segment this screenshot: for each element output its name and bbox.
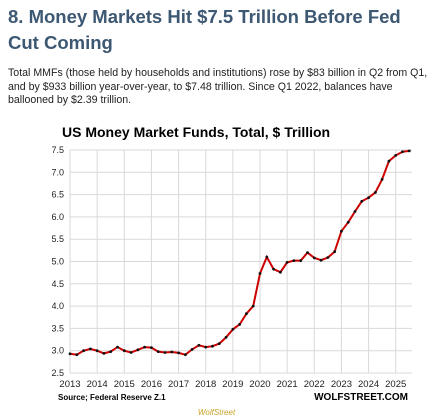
x-tick-label: 2016 [141, 379, 162, 390]
data-point [279, 270, 282, 274]
data-point [75, 353, 79, 357]
data-point [258, 272, 262, 275]
data-point [251, 304, 255, 308]
data-point [272, 267, 275, 271]
chart-area: US Money Market Funds, Total, $ Trillion… [52, 117, 424, 407]
x-tick-labels: 2013 2014 2015 2016 2017 2018 2019 2020 2021 2022… [59, 379, 406, 390]
y-tick-label: 7.0 [52, 167, 64, 177]
y-tick-label: 5.0 [52, 257, 64, 267]
y-tick-label: 3.0 [52, 346, 64, 356]
y-tick-label: 7.5 [52, 145, 64, 155]
data-point [150, 346, 153, 349]
data-point [136, 348, 140, 352]
data-point [346, 220, 350, 224]
data-point [353, 210, 357, 213]
data-point [231, 327, 235, 331]
watermark-text: WolfStreet [197, 408, 236, 417]
data-point [122, 349, 126, 353]
x-tick-label: 2019 [222, 379, 243, 390]
article-headline: 8. Money Markets Hit $7.5 Trillion Befor… [8, 6, 401, 53]
data-point [265, 255, 269, 259]
grid-lines [69, 149, 412, 374]
data-point [312, 256, 316, 260]
data-point [333, 250, 336, 254]
data-point [319, 258, 323, 262]
data-point [197, 343, 201, 347]
data-point [374, 191, 377, 194]
y-tick-label: 4.5 [52, 279, 64, 289]
chart-title: US Money Market Funds, Total, $ Trillion [62, 124, 330, 140]
x-tick-label: 2014 [87, 379, 108, 390]
x-tick-label: 2021 [277, 379, 298, 390]
data-point [292, 259, 296, 262]
data-point [102, 352, 106, 355]
data-point [285, 261, 289, 264]
data-point [224, 335, 228, 339]
data-point [184, 353, 187, 357]
x-tick-label: 2017 [168, 379, 189, 390]
y-tick-label: 3.5 [52, 323, 64, 333]
data-point [143, 345, 146, 349]
data-point [109, 350, 113, 353]
x-tick-label: 2025 [385, 379, 406, 390]
data-point [340, 229, 343, 233]
data-point [190, 348, 194, 351]
y-tick-label: 4.0 [52, 301, 64, 311]
data-point [380, 178, 384, 181]
data-point [306, 251, 309, 255]
data-point [204, 345, 208, 349]
x-tick-label: 2024 [358, 379, 379, 390]
x-tick-label: 2023 [331, 379, 352, 390]
data-point [407, 149, 411, 153]
data-point [82, 349, 85, 353]
y-tick-label: 6.0 [52, 212, 64, 222]
data-point [116, 345, 119, 349]
data-point [129, 351, 133, 354]
source-note: Source; Federal Reserve Z.1 [58, 393, 166, 402]
data-point [211, 344, 214, 348]
line-chart: US Money Market Funds, Total, $ Trillion… [52, 124, 412, 403]
data-point [217, 342, 221, 345]
data-point [177, 351, 180, 355]
x-tick-label: 2020 [249, 379, 270, 390]
brand-label: WOLFSTREET.COM [314, 392, 408, 403]
data-point [367, 196, 370, 200]
x-tick-label: 2015 [114, 379, 135, 390]
y-tick-label: 6.5 [52, 190, 64, 200]
y-tick-labels: 2.5 3.0 3.5 4.0 4.5 5.0 5.5 6.0 6.5 7.0 7.5 [52, 145, 64, 378]
data-point [89, 347, 92, 351]
data-point [245, 312, 248, 316]
x-tick-label: 2022 [304, 379, 325, 390]
data-point [326, 256, 330, 259]
data-point [68, 352, 72, 356]
data-point [95, 349, 99, 353]
data-point [156, 350, 160, 353]
data-point [238, 323, 242, 326]
data-point [360, 199, 364, 203]
data-point [387, 159, 391, 163]
y-tick-label: 2.5 [52, 368, 64, 378]
data-point [299, 259, 303, 262]
x-tick-label: 2013 [59, 379, 80, 390]
article-summary: Total MMFs (those held by households and… [8, 67, 428, 106]
y-tick-label: 5.5 [52, 234, 64, 244]
x-tick-label: 2018 [195, 379, 216, 390]
data-point [163, 351, 167, 354]
data-point [401, 150, 404, 154]
data-point [394, 154, 398, 157]
series-points [68, 149, 411, 357]
data-point [170, 350, 174, 354]
